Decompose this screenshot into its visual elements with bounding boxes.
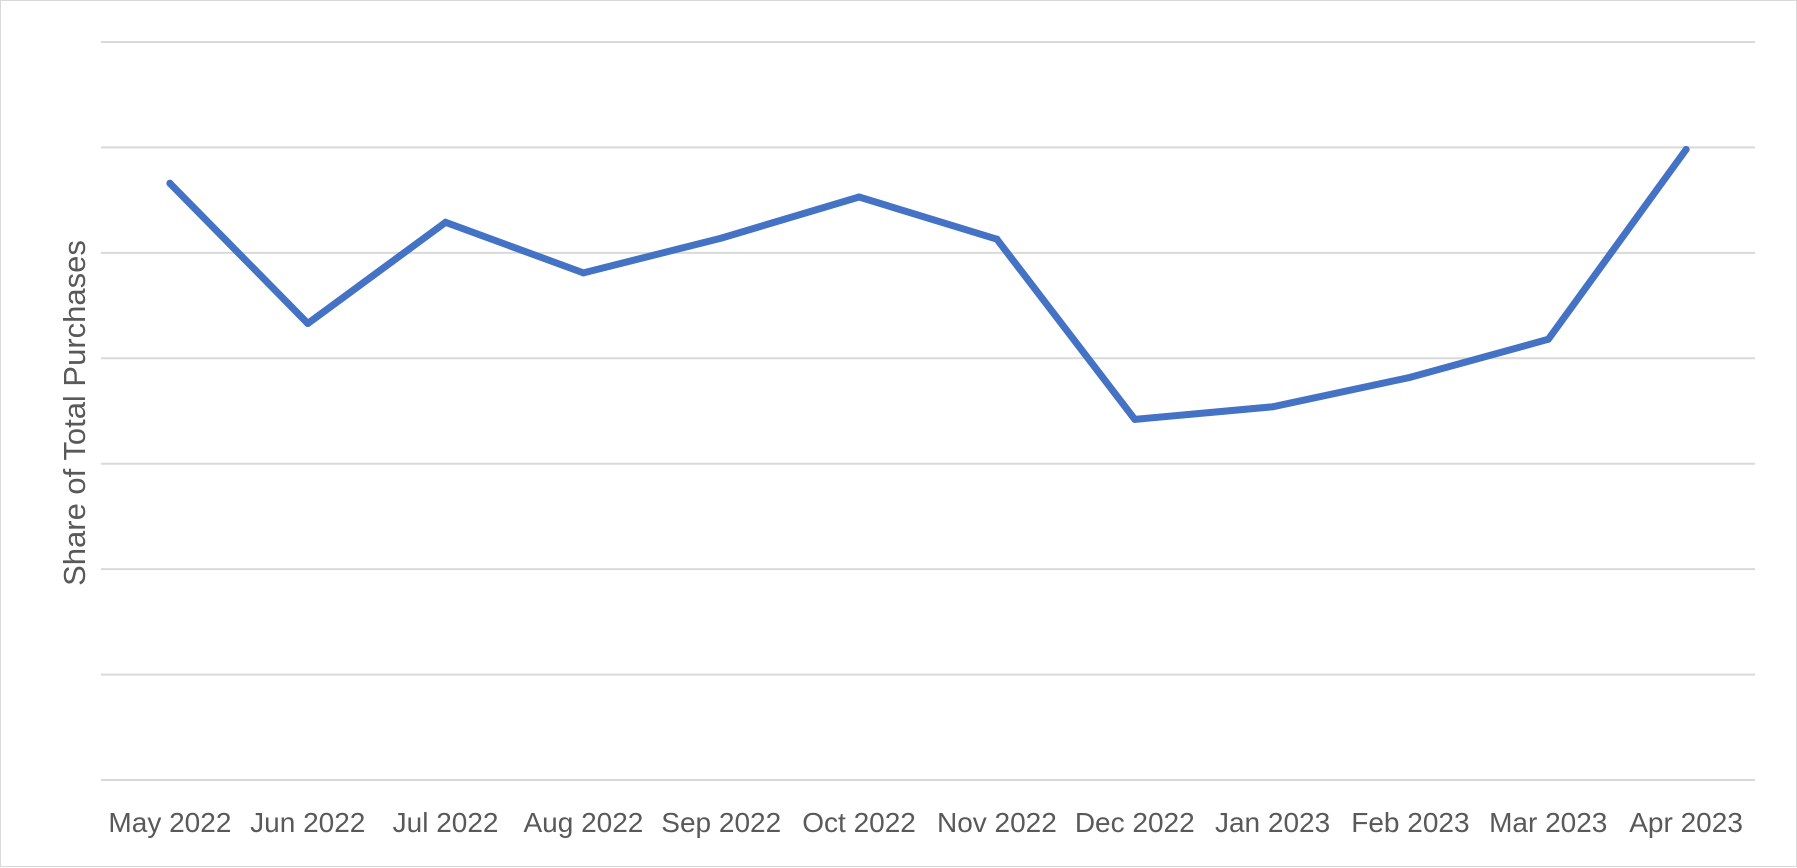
y-axis-label: Share of Total Purchases	[57, 240, 92, 586]
x-tick-label: Jul 2022	[393, 807, 499, 838]
data-point-may-2022	[166, 179, 174, 187]
x-tick-label: Dec 2022	[1075, 807, 1195, 838]
data-point-dec-2022	[1131, 415, 1139, 423]
x-tick-label: Apr 2023	[1629, 807, 1743, 838]
data-point-sep-2022	[717, 234, 725, 242]
series-line-0	[166, 146, 1690, 423]
x-tick-label: Mar 2023	[1489, 807, 1607, 838]
x-tick-label: Nov 2022	[937, 807, 1057, 838]
series-layer	[166, 146, 1690, 423]
data-point-jan-2023	[1269, 403, 1277, 411]
data-point-nov-2022	[993, 235, 1001, 243]
x-axis-tick-labels: May 2022 Jun 2022 Jul 2022 Aug 2022 Sep 2022…	[108, 807, 1742, 838]
data-point-jul-2022	[442, 218, 450, 226]
x-tick-label: Aug 2022	[523, 807, 643, 838]
data-point-feb-2023	[1406, 373, 1414, 381]
x-tick-label: Oct 2022	[802, 807, 916, 838]
x-tick-label: Jun 2022	[250, 807, 365, 838]
data-point-aug-2022	[579, 269, 587, 277]
data-point-mar-2023	[1544, 335, 1552, 343]
x-tick-label: Sep 2022	[661, 807, 781, 838]
x-tick-label: May 2022	[108, 807, 231, 838]
x-tick-label: Jan 2023	[1215, 807, 1330, 838]
x-tick-label: Feb 2023	[1351, 807, 1469, 838]
data-point-jun-2022	[304, 319, 312, 327]
data-point-apr-2023	[1682, 146, 1690, 154]
data-point-oct-2022	[855, 193, 863, 201]
gridlines	[101, 41, 1755, 781]
